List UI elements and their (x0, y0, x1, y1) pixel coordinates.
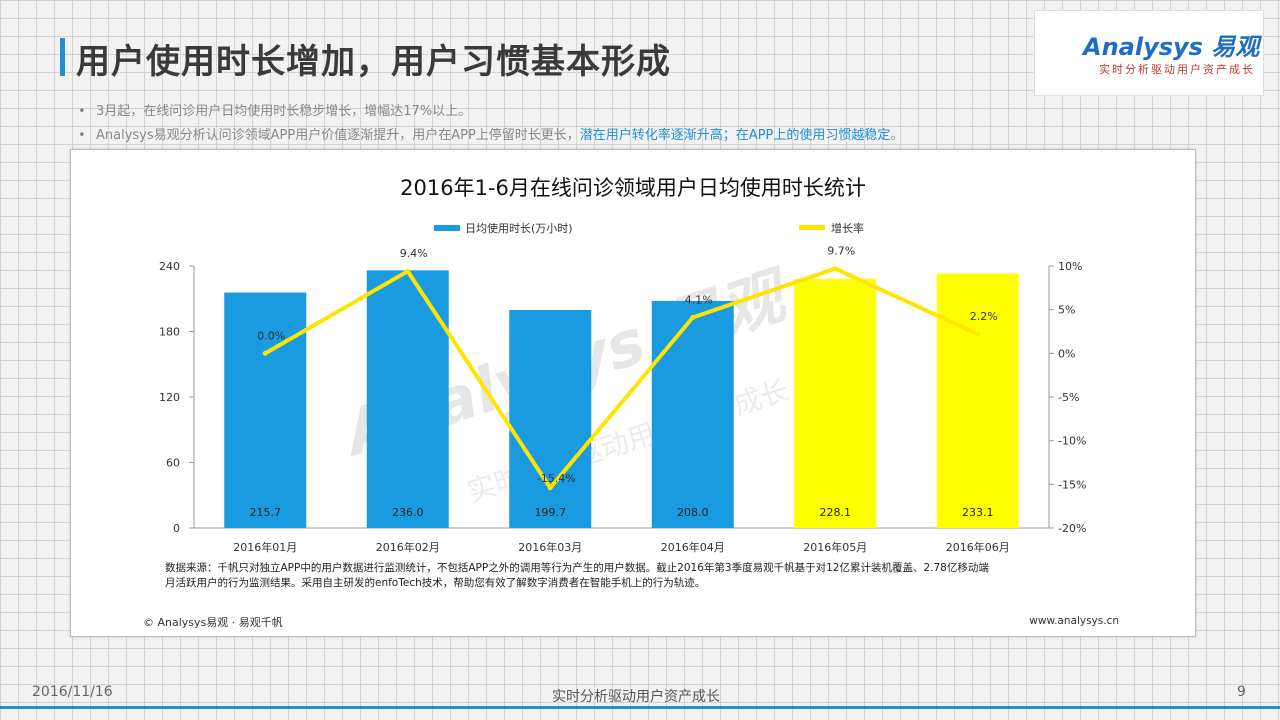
growth-rate-label: -15.4% (537, 472, 576, 485)
growth-rate-label: 0.0% (257, 329, 285, 342)
left-tick-label: 240 (159, 260, 180, 273)
left-tick-label: 180 (159, 326, 180, 339)
brand-logo: Analysys 易观 实时分析驱动用户资产成长 (1034, 10, 1264, 96)
bar-value-label: 228.1 (820, 506, 852, 519)
bullet-suffix: 。 (890, 128, 904, 143)
bar (936, 273, 1019, 528)
x-tick-label: 2016年03月 (518, 540, 582, 554)
chart-texts: 2016年1-6月在线问诊领域用户日均使用时长统计数据来源：千帆只对独立APP中… (143, 176, 1119, 629)
source-note-line: 数据来源：千帆只对独立APP中的用户数据进行监测统计，不包括APP之外的调用等行… (165, 561, 989, 574)
right-tick-label: -10% (1058, 435, 1086, 448)
data-labels: 215.7 236.0 199.7 208.0 228.1 233.1 0.0% 9.4% -1… (250, 245, 998, 519)
left-tick-label: 60 (166, 457, 180, 470)
growth-rate-point (975, 331, 981, 337)
page-number: 9 (1237, 684, 1246, 700)
growth-rate-point (405, 268, 411, 274)
growth-rate-label: 9.4% (400, 247, 428, 260)
bar-value-label: 236.0 (392, 506, 424, 519)
x-tick-label: 2016年04月 (661, 540, 725, 554)
x-tick-label: 2016年05月 (803, 540, 867, 554)
bullet-list: • 3月起，在线问诊用户日均使用时长稳步增长，增幅达17%以上。 • Analy… (78, 100, 903, 148)
bar-value-label: 208.0 (677, 506, 709, 519)
bullet-dot-icon: • (78, 104, 86, 119)
right-tick-label: 5% (1058, 304, 1075, 317)
legend-swatch-line (799, 225, 825, 230)
chart-title: 2016年1-6月在线问诊领域用户日均使用时长统计 (400, 176, 866, 200)
x-tick-label: 2016年06月 (946, 540, 1010, 554)
x-tick-label: 2016年02月 (376, 540, 440, 554)
bullet-text: Analysys易观分析认问诊领域APP用户价值逐渐提升，用户在APP上停留时长… (96, 128, 580, 143)
right-tick-label: 10% (1058, 260, 1082, 273)
left-tick-label: 120 (159, 391, 180, 404)
growth-rate-point (832, 266, 838, 272)
copyright-text: © Analysys易观 · 易观千帆 (143, 615, 283, 629)
footer-date: 2016/11/16 (32, 684, 113, 700)
logo-slogan: 实时分析驱动用户资产成长 (1099, 63, 1255, 76)
bullet-item: • 3月起，在线问诊用户日均使用时长稳步增长，增幅达17%以上。 (78, 100, 903, 124)
website-text: www.analysys.cn (1029, 615, 1119, 627)
bullet-dot-icon: • (78, 128, 86, 143)
bar-series (224, 270, 1019, 528)
footer-slogan: 实时分析驱动用户资产成长 (552, 689, 720, 705)
x-tick-label: 2016年01月 (233, 540, 297, 554)
footer-divider (0, 706, 1280, 709)
bullet-text: 3月起，在线问诊用户日均使用时长稳步增长，增幅达17%以上。 (96, 104, 472, 119)
legend-label-line: 增长率 (831, 221, 864, 235)
bar-value-label: 233.1 (962, 506, 994, 519)
growth-rate-label: 4.1% (685, 294, 713, 307)
legend: 日均使用时长(万小时) 增长率 (434, 221, 864, 235)
legend-swatch-bar (434, 225, 460, 231)
growth-rate-point (547, 485, 553, 491)
right-tick-label: -20% (1058, 522, 1086, 535)
bar-value-label: 199.7 (535, 506, 567, 519)
line-series (262, 266, 981, 491)
left-tick-label: 0 (173, 522, 180, 535)
right-tick-label: 0% (1058, 347, 1075, 360)
logo-text: Analysys 易观 (1083, 33, 1260, 61)
legend-label-bar: 日均使用时长(万小时) (465, 222, 573, 235)
bar-value-label: 215.7 (250, 506, 282, 519)
bar (794, 278, 877, 528)
growth-rate-point (690, 315, 696, 321)
bar (366, 270, 449, 528)
bullet-item: • Analysys易观分析认问诊领域APP用户价值逐渐提升，用户在APP上停留… (78, 124, 903, 148)
bar (509, 309, 592, 528)
growth-rate-label: 2.2% (970, 310, 998, 323)
title-accent-bar (60, 38, 65, 76)
growth-rate-line (264, 266, 979, 490)
bar (651, 300, 734, 528)
bullet-highlight: 潜在用户转化率逐渐升高；在APP上的使用习惯越稳定 (579, 128, 891, 143)
page-title: 用户使用时长增加，用户习惯基本形成 (76, 42, 671, 82)
right-tick-label: -15% (1058, 478, 1086, 491)
source-note-line: 月活跃用户的行为监测结果。采用自主研发的enfoTech技术，帮助您有效了解数字… (165, 576, 705, 589)
bar (224, 292, 307, 528)
right-tick-label: -5% (1058, 391, 1079, 404)
chart-axes: 0 60 120 180 240 -20% -15% -10% -5% 0% 5% 10% 2016年0… (159, 260, 1086, 554)
growth-rate-point (262, 350, 268, 356)
growth-rate-label: 9.7% (827, 245, 855, 258)
